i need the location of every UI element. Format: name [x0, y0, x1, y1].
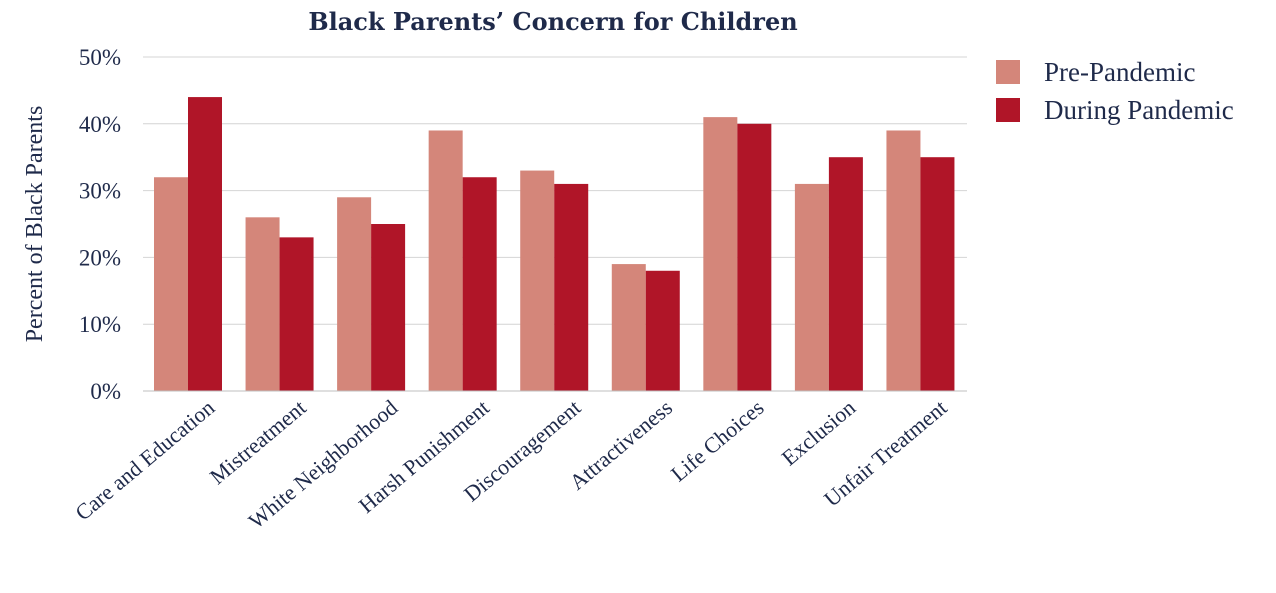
bar-pre-pandemic	[154, 177, 188, 391]
y-axis-label: Percent of Black Parents	[22, 106, 48, 343]
bar-pre-pandemic	[337, 197, 372, 391]
y-tick-label: 20%	[79, 245, 121, 270]
y-axis-ticks: 0% 10% 20% 30% 40% 50%	[79, 45, 121, 404]
y-tick-label: 10%	[79, 312, 121, 337]
bar-pre-pandemic	[428, 130, 463, 392]
bar-during-pandemic	[920, 157, 955, 391]
bar-during-pandemic	[737, 123, 772, 392]
bar-pre-pandemic	[703, 117, 738, 392]
bar-during-pandemic	[554, 183, 589, 391]
bar-pre-pandemic	[520, 170, 555, 391]
x-tick-label: Life Choices	[666, 395, 769, 487]
legend-swatch	[996, 60, 1020, 84]
legend-label: Pre-Pandemic	[1044, 57, 1195, 87]
bars	[154, 97, 955, 392]
y-tick-label: 30%	[79, 179, 121, 204]
x-tick-label: Care and Education	[70, 395, 219, 526]
x-tick-label: White Neighborhood	[243, 395, 402, 534]
bar-pre-pandemic	[886, 130, 921, 392]
bar-pre-pandemic	[245, 217, 280, 391]
bar-during-pandemic	[462, 177, 497, 391]
bar-pre-pandemic	[794, 183, 829, 391]
y-tick-label: 50%	[79, 45, 121, 70]
bar-during-pandemic	[371, 224, 406, 391]
legend-swatch	[996, 98, 1020, 122]
bar-during-pandemic	[828, 157, 863, 391]
x-tick-label: Exclusion	[777, 395, 860, 471]
y-tick-label: 0%	[90, 379, 121, 404]
bar-pre-pandemic	[611, 264, 646, 391]
bar-during-pandemic	[188, 97, 222, 391]
legend-label: During Pandemic	[1044, 95, 1234, 125]
bar-during-pandemic	[645, 270, 680, 391]
bar-during-pandemic	[279, 237, 314, 391]
y-tick-label: 40%	[79, 112, 121, 137]
legend: Pre-Pandemic During Pandemic	[996, 57, 1234, 125]
chart-title: Black Parents’ Concern for Children	[308, 7, 797, 36]
